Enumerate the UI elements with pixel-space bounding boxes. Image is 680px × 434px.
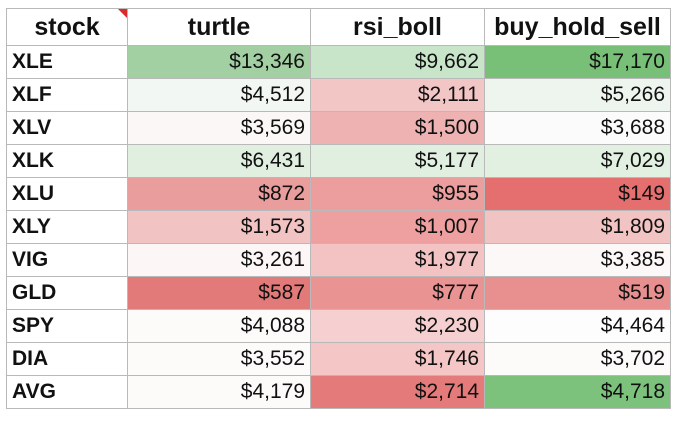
buy-hold-sell-cell[interactable]: $7,029 (484, 144, 671, 178)
table-row: XLK $6,431 $5,177 $7,029 (6, 144, 671, 178)
header-row: stock turtle rsi_boll buy_hold_sell (6, 8, 671, 46)
buy-hold-sell-cell[interactable]: $4,464 (484, 309, 671, 343)
header-cell-rsi-boll[interactable]: rsi_boll (310, 8, 485, 46)
turtle-cell[interactable]: $3,261 (127, 243, 311, 277)
buy-hold-sell-cell[interactable]: $3,385 (484, 243, 671, 277)
table-body: XLE $13,346 $9,662 $17,170 XLF $4,512 $2,111 $5… (6, 45, 671, 409)
table-row: DIA $3,552 $1,746 $3,702 (6, 342, 671, 376)
stock-cell[interactable]: XLF (6, 78, 128, 112)
rsi-boll-cell[interactable]: $1,977 (310, 243, 485, 277)
table-row: GLD $587 $777 $519 (6, 276, 671, 310)
rsi-boll-cell[interactable]: $1,007 (310, 210, 485, 244)
rsi-boll-cell[interactable]: $9,662 (310, 45, 485, 79)
turtle-cell[interactable]: $587 (127, 276, 311, 310)
stock-cell[interactable]: GLD (6, 276, 128, 310)
buy-hold-sell-cell[interactable]: $3,702 (484, 342, 671, 376)
buy-hold-sell-cell[interactable]: $519 (484, 276, 671, 310)
stock-cell[interactable]: SPY (6, 309, 128, 343)
rsi-boll-cell[interactable]: $5,177 (310, 144, 485, 178)
stock-cell[interactable]: DIA (6, 342, 128, 376)
rsi-boll-cell[interactable]: $777 (310, 276, 485, 310)
buy-hold-sell-cell[interactable]: $17,170 (484, 45, 671, 79)
turtle-cell[interactable]: $872 (127, 177, 311, 211)
table-row: SPY $4,088 $2,230 $4,464 (6, 309, 671, 343)
rsi-boll-cell[interactable]: $2,230 (310, 309, 485, 343)
turtle-cell[interactable]: $3,552 (127, 342, 311, 376)
buy-hold-sell-cell[interactable]: $3,688 (484, 111, 671, 145)
rsi-boll-cell[interactable]: $2,111 (310, 78, 485, 112)
buy-hold-sell-cell[interactable]: $149 (484, 177, 671, 211)
stock-cell[interactable]: XLY (6, 210, 128, 244)
table-row: VIG $3,261 $1,977 $3,385 (6, 243, 671, 277)
table-row: XLV $3,569 $1,500 $3,688 (6, 111, 671, 145)
rsi-boll-cell[interactable]: $1,500 (310, 111, 485, 145)
table-row: XLU $872 $955 $149 (6, 177, 671, 211)
turtle-cell[interactable]: $4,088 (127, 309, 311, 343)
table-row: AVG $4,179 $2,714 $4,718 (6, 375, 671, 409)
table-row: XLE $13,346 $9,662 $17,170 (6, 45, 671, 79)
stock-cell[interactable]: XLU (6, 177, 128, 211)
rsi-boll-cell[interactable]: $1,746 (310, 342, 485, 376)
buy-hold-sell-cell[interactable]: $5,266 (484, 78, 671, 112)
stock-cell[interactable]: AVG (6, 375, 128, 409)
buy-hold-sell-cell[interactable]: $4,718 (484, 375, 671, 409)
table-row: XLF $4,512 $2,111 $5,266 (6, 78, 671, 112)
turtle-cell[interactable]: $13,346 (127, 45, 311, 79)
stock-cell[interactable]: XLV (6, 111, 128, 145)
turtle-cell[interactable]: $4,512 (127, 78, 311, 112)
turtle-cell[interactable]: $6,431 (127, 144, 311, 178)
stock-cell[interactable]: XLE (6, 45, 128, 79)
turtle-cell[interactable]: $4,179 (127, 375, 311, 409)
buy-hold-sell-cell[interactable]: $1,809 (484, 210, 671, 244)
header-cell-stock[interactable]: stock (6, 8, 128, 46)
turtle-cell[interactable]: $1,573 (127, 210, 311, 244)
stock-cell[interactable]: XLK (6, 144, 128, 178)
rsi-boll-cell[interactable]: $955 (310, 177, 485, 211)
stock-cell[interactable]: VIG (6, 243, 128, 277)
header-cell-turtle[interactable]: turtle (127, 8, 311, 46)
table-row: XLY $1,573 $1,007 $1,809 (6, 210, 671, 244)
rsi-boll-cell[interactable]: $2,714 (310, 375, 485, 409)
header-cell-buy-hold-sell[interactable]: buy_hold_sell (484, 8, 671, 46)
turtle-cell[interactable]: $3,569 (127, 111, 311, 145)
results-table: stock turtle rsi_boll buy_hold_sell XLE $… (6, 8, 671, 409)
